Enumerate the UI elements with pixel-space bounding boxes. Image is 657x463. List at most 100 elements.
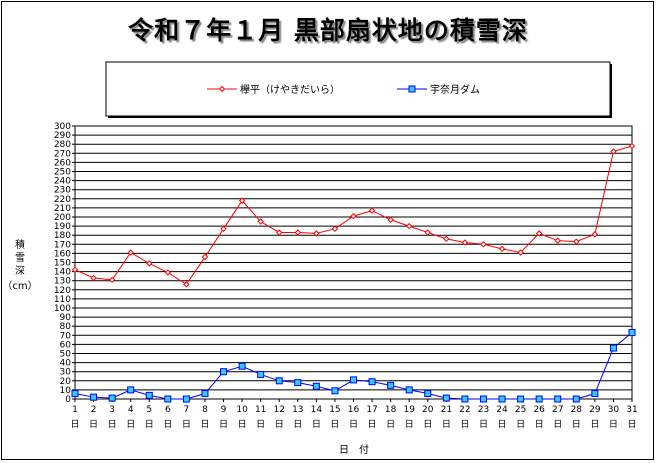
x-tick-suffix: 日 [442,419,451,430]
x-tick-suffix: 日 [312,419,321,430]
data-point [127,386,135,394]
x-tick-suffix: 日 [405,419,414,430]
y-tick-label: 20 [60,377,72,387]
data-point [628,142,636,150]
legend-entry-1: 欅平（けやきだいら） [207,84,340,96]
x-tick-suffix: 日 [330,419,339,430]
data-point [628,329,636,337]
y-axis-label-char: 積 [15,238,25,251]
x-tick-suffix: 日 [627,419,636,430]
data-point [554,237,561,244]
data-point [609,344,617,352]
data-point [238,197,246,204]
y-tick-label: 50 [60,350,72,360]
legend-marker [218,85,226,93]
data-point [573,238,580,245]
x-tick-label: 21 [441,405,452,415]
x-tick-suffix: 日 [126,419,135,430]
data-point [183,281,190,288]
data-point [368,378,376,386]
y-tick-label: 260 [54,158,71,168]
y-tick-label: 40 [60,359,72,369]
legend: 欅平（けやきだいら） 宇奈月ダム [207,83,480,96]
data-point [387,381,395,389]
x-tick-label: 10 [236,405,248,415]
x-tick-suffix: 日 [293,419,302,430]
data-point [71,390,79,398]
data-point [591,231,599,238]
y-tick-label: 80 [60,322,72,332]
data-point [424,229,431,236]
x-tick-suffix: 日 [590,419,599,430]
data-point [201,253,209,261]
data-point [591,390,599,398]
y-tick-label: 240 [54,177,71,187]
x-tick-suffix: 日 [460,419,469,430]
x-axis-label: 日 付 [339,443,369,456]
x-tick-suffix: 日 [386,419,395,430]
data-point [164,395,172,403]
y-tick-label: 140 [54,268,71,278]
x-tick-suffix: 日 [423,419,432,430]
data-point [480,241,487,248]
x-tick-label: 24 [496,405,508,415]
x-tick-label: 4 [128,405,134,415]
x-tick-label: 8 [202,405,208,415]
data-point [90,274,97,282]
y-tick-label: 170 [54,240,71,250]
x-tick-suffix: 日 [238,419,247,430]
data-point [127,249,134,256]
plot-area [72,125,633,402]
x-tick-label: 1 [72,405,78,415]
data-point [442,394,450,402]
data-point [535,230,543,237]
x-tick-label: 12 [274,405,285,415]
x-tick-label: 6 [165,405,171,415]
data-point [350,212,357,220]
data-point [313,230,320,237]
data-point [257,370,265,378]
data-point [331,387,339,395]
x-tick-suffix: 日 [219,419,228,430]
x-tick-suffix: 日 [200,419,209,430]
x-tick-label: 20 [422,405,434,415]
data-point [294,229,302,236]
series-layer [71,142,636,403]
data-point [368,207,376,214]
y-axis-unit: （cm） [2,280,37,292]
x-tick-suffix: 日 [275,419,284,430]
data-point [517,395,525,403]
y-axis-label-char: 深 [15,265,25,277]
x-tick-label: 26 [533,405,545,415]
legend-marker [408,85,416,93]
data-point [71,266,79,273]
x-tick-suffix: 日 [479,419,488,430]
data-point [182,395,190,403]
y-tick-label: 100 [54,304,71,314]
data-point [572,395,580,403]
data-point [220,368,228,376]
data-point [461,395,469,403]
x-tick-label: 3 [109,405,115,415]
data-point [238,362,246,370]
x-tick-label: 11 [255,405,266,415]
x-tick-label: 2 [91,405,97,415]
x-tick-suffix: 日 [498,419,507,430]
y-tick-label: 270 [54,149,71,159]
data-point [405,222,413,230]
x-tick-label: 9 [221,405,227,415]
x-tick-label: 16 [348,405,360,415]
data-point [275,377,283,385]
x-tick-label: 23 [478,405,489,415]
y-tick-label: 90 [60,313,72,323]
x-tick-label: 29 [589,405,601,415]
data-point [331,225,339,233]
series-1 [71,142,636,288]
x-tick-suffix: 日 [89,419,98,430]
legend-label: 欅平（けやきだいら） [240,84,340,96]
legend-entry-2: 宇奈月ダム [397,83,480,96]
y-tick-label: 220 [54,195,71,205]
y-tick-label: 110 [54,295,71,305]
data-point [90,393,98,401]
y-tick-label: 0 [65,395,71,405]
